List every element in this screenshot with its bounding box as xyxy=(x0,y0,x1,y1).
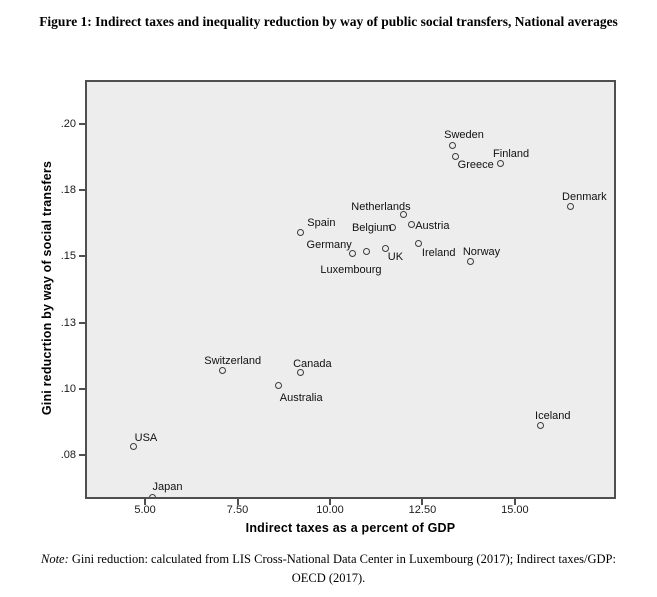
x-axis-tick-label: 10.00 xyxy=(316,504,344,516)
data-point-marker xyxy=(348,250,356,258)
x-axis-tick xyxy=(144,499,147,505)
x-axis-tick xyxy=(513,499,516,505)
data-point-label: Germany xyxy=(306,238,352,251)
y-axis-tick-label: .10 xyxy=(60,382,76,395)
data-point-marker xyxy=(148,493,156,497)
data-point-label: Switzerland xyxy=(204,355,262,368)
x-axis-tick xyxy=(328,499,331,505)
y-axis-tick-label: .13 xyxy=(60,316,76,329)
y-axis-tick-label: .08 xyxy=(60,448,76,461)
data-point-marker xyxy=(452,152,460,160)
y-axis-tick-label: .18 xyxy=(60,184,76,197)
data-point-marker xyxy=(566,202,574,210)
y-axis-tick xyxy=(79,321,85,324)
data-point-label: Ireland xyxy=(421,247,456,260)
data-point-label: Belgium xyxy=(351,222,392,235)
scatter-chart: Gini reducrtion by way of social transfe… xyxy=(40,80,616,535)
plot-area: USA Japan Switzerland Australia Canada Spain G… xyxy=(85,80,616,499)
data-point-label: UK xyxy=(387,250,404,263)
y-axis-tick xyxy=(79,255,85,258)
data-point-marker xyxy=(415,239,423,247)
data-point-marker xyxy=(400,210,408,218)
y-axis-tick xyxy=(79,453,85,456)
data-point-label: Luxembourg xyxy=(320,264,382,277)
y-axis-tick-label: .15 xyxy=(60,250,76,263)
data-point-marker xyxy=(389,223,397,231)
y-axis-tick xyxy=(79,189,85,192)
x-axis-tick xyxy=(236,499,239,505)
data-point-label: Australia xyxy=(279,391,323,404)
data-point-label: Netherlands xyxy=(351,201,411,214)
x-axis-tick xyxy=(421,499,424,505)
note-label: Note: xyxy=(41,552,69,566)
data-point-marker xyxy=(296,229,304,237)
data-point-marker xyxy=(496,160,504,168)
data-point-marker xyxy=(407,221,415,229)
data-point-marker xyxy=(448,141,456,149)
x-axis-tick-label: 12.50 xyxy=(408,504,437,516)
data-point-marker xyxy=(537,422,545,430)
data-point-label: Greece xyxy=(457,159,494,171)
y-axis-title: Gini reducrtion by way of social transfe… xyxy=(40,160,54,416)
data-point-marker xyxy=(467,258,474,266)
y-axis-tick xyxy=(79,123,85,126)
note-text: Gini reduction: calculated from LIS Cros… xyxy=(68,552,616,585)
figure-title: Figure 1: Indirect taxes and inequality … xyxy=(39,14,618,29)
data-point-label: Canada xyxy=(293,357,332,370)
data-point-label: Spain xyxy=(307,216,336,229)
figure-note: Note: Gini reduction: calculated from LI… xyxy=(24,550,633,588)
data-point-label: Austria xyxy=(415,219,450,232)
data-point-marker xyxy=(274,382,282,390)
data-point-label: Denmark xyxy=(562,191,607,204)
data-point-marker xyxy=(296,369,304,377)
x-axis-tick-label: 7.50 xyxy=(226,504,249,516)
data-point-marker xyxy=(363,247,371,255)
data-point-label: Sweden xyxy=(444,129,484,142)
data-point-label: Finland xyxy=(493,147,530,160)
y-axis-tick xyxy=(79,387,85,390)
data-point-marker xyxy=(219,366,227,374)
data-point-marker xyxy=(130,443,138,451)
data-point-label: Norway xyxy=(462,245,501,258)
data-point-label: USA xyxy=(134,431,158,444)
y-axis-tick-label: .20 xyxy=(60,118,76,131)
x-axis-tick-label: 15.00 xyxy=(501,504,529,516)
x-axis-tick-label: 5.00 xyxy=(134,504,156,516)
data-point-label: Iceland xyxy=(535,409,571,422)
data-point-marker xyxy=(381,245,389,253)
data-point-label: Japan xyxy=(152,481,183,493)
x-axis-title: Indirect taxes as a percent of GDP xyxy=(245,521,456,535)
